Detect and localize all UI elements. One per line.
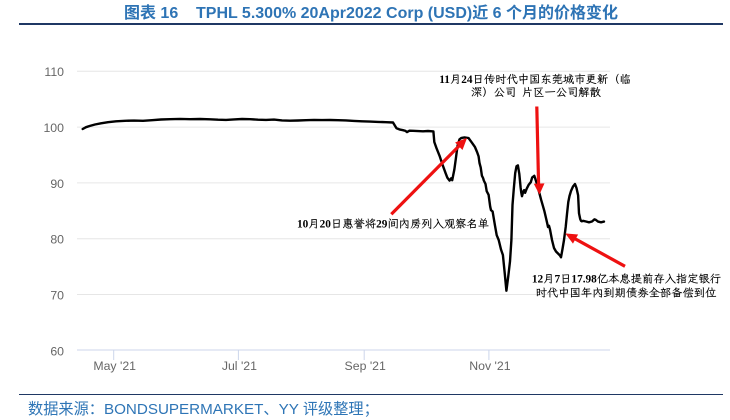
svg-text:时代中国年内到期债券全部备偿到位: 时代中国年内到期债券全部备偿到位 [536,287,717,300]
svg-text:90: 90 [50,177,64,191]
svg-text:May '21: May '21 [93,359,136,373]
svg-text:Jul '21: Jul '21 [222,359,257,373]
svg-text:70: 70 [50,289,64,303]
svg-text:60: 60 [50,344,64,358]
svg-text:Sep '21: Sep '21 [345,359,386,373]
svg-text:12月7日17.98亿本息提前存入指定银行: 12月7日17.98亿本息提前存入指定银行 [532,273,721,286]
svg-text:深）公司 片区一公司解散: 深）公司 片区一公司解散 [471,86,602,99]
svg-text:10月20日惠誉将29间内房列入观察名单: 10月20日惠誉将29间内房列入观察名单 [297,218,489,231]
svg-text:11月24日传时代中国东莞城市更新（临: 11月24日传时代中国东莞城市更新（临 [439,73,630,86]
svg-text:Nov '21: Nov '21 [469,359,510,373]
svg-text:80: 80 [50,233,64,247]
svg-text:100: 100 [43,121,64,135]
svg-text:110: 110 [44,65,64,79]
